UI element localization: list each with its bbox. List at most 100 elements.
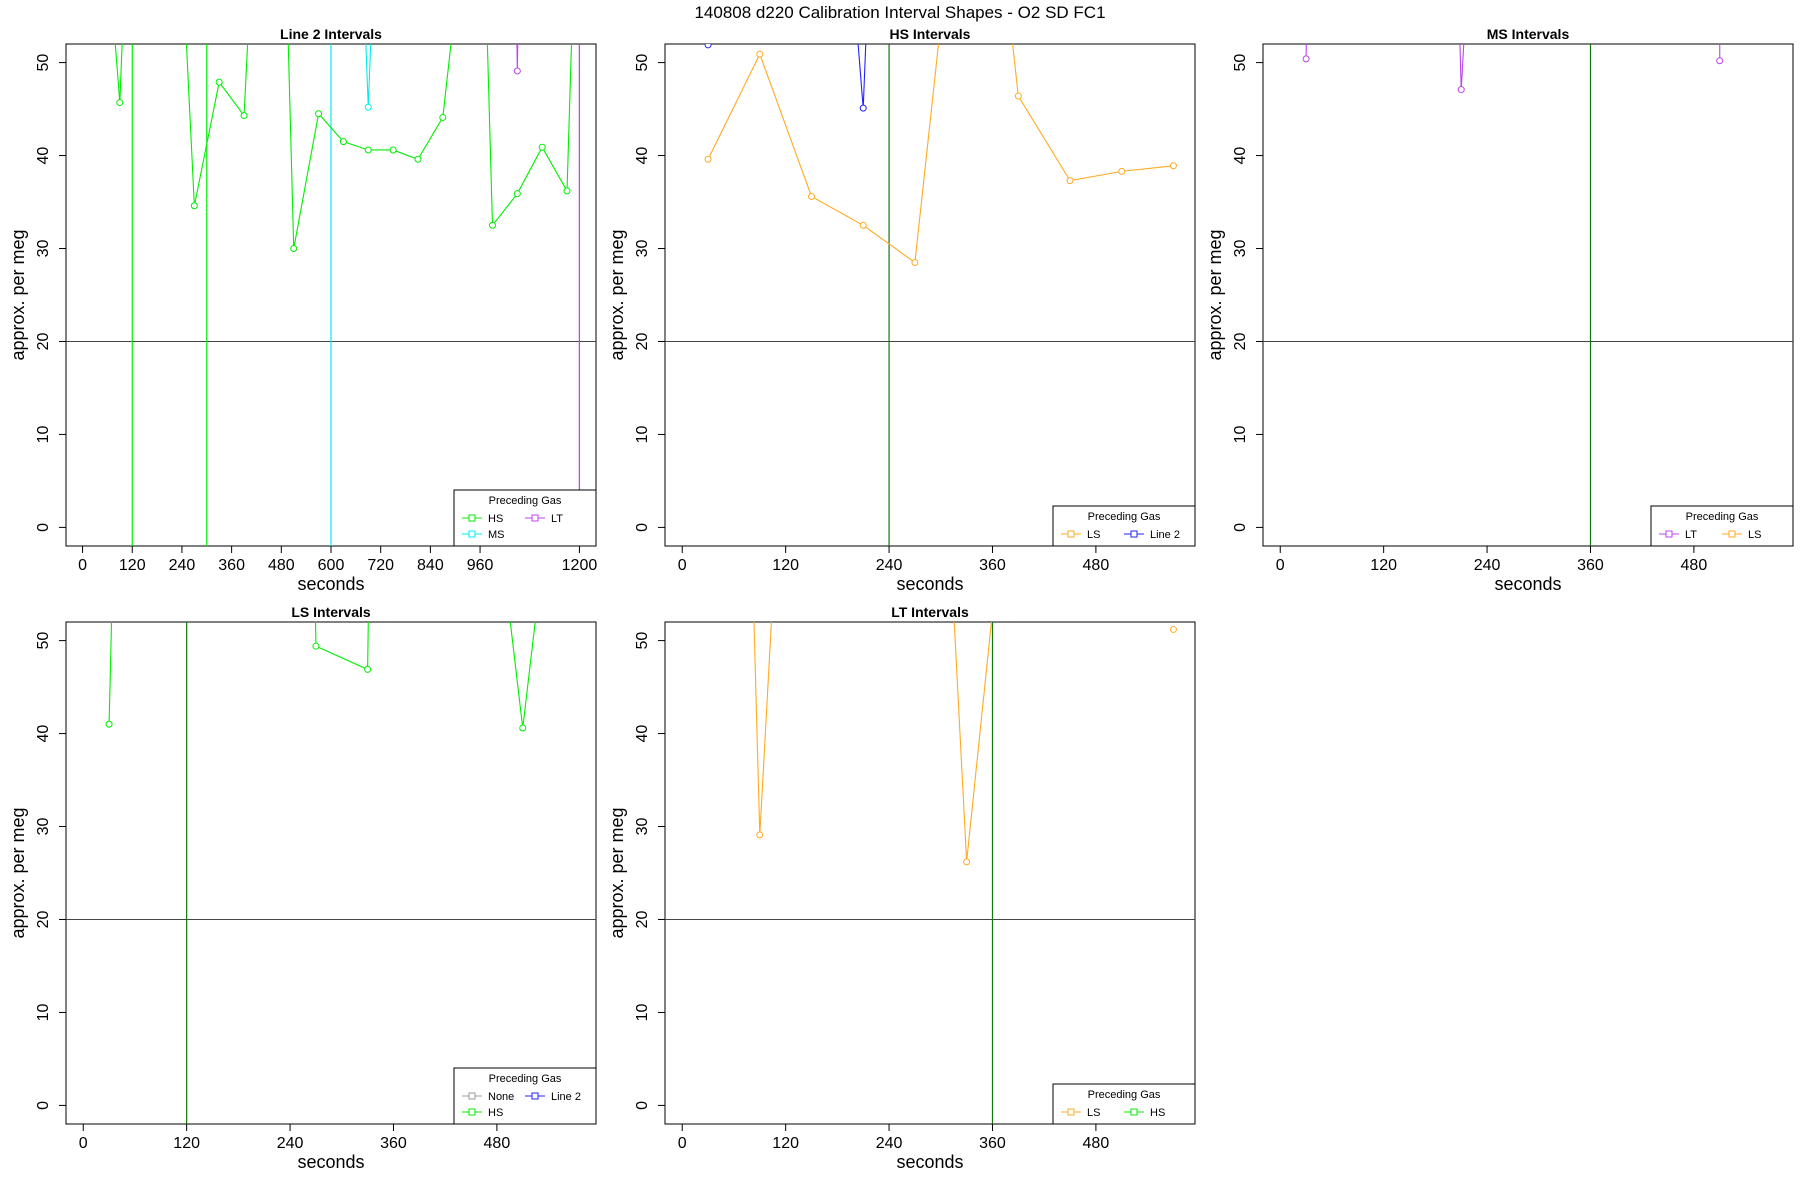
y-tick-label: 0 (35, 1101, 52, 1110)
legend-entry: LT (525, 513, 563, 525)
legend-swatch-marker (1067, 1108, 1075, 1116)
data-point (190, 202, 198, 210)
y-tick-label: 50 (35, 54, 52, 72)
y-tick-label: 20 (35, 332, 52, 350)
series-ls (753, 622, 1177, 866)
legend-entry: HS (462, 513, 503, 525)
legend-swatch-marker (531, 514, 539, 522)
x-tick-label: 1200 (562, 557, 598, 574)
x-tick-label: 0 (79, 1135, 88, 1152)
plot-area (1263, 44, 1793, 546)
legend-entry: HS (462, 1107, 503, 1119)
chart-title: LS Intervals (291, 604, 371, 620)
data-point (389, 146, 397, 154)
x-tick-label: 240 (1474, 557, 1501, 574)
x-axis-label: seconds (297, 574, 364, 594)
data-point (1118, 167, 1126, 175)
x-tick-label: 360 (979, 1135, 1006, 1152)
data-point (513, 67, 521, 75)
data-point (364, 103, 372, 111)
chart-panel: Line 2 Intervals 0 120 240 360 480 600 720 840 96… (8, 26, 598, 594)
y-axis-label: approx. per meg (8, 229, 28, 360)
x-axis: 0 120 240 360 480 seconds (79, 1123, 511, 1172)
data-point (704, 44, 712, 49)
data-point (911, 258, 919, 266)
chart-title: MS Intervals (1487, 26, 1570, 42)
x-tick-label: 480 (484, 1135, 511, 1152)
chart-title: LT Intervals (891, 604, 969, 620)
x-tick-label: 360 (380, 1135, 407, 1152)
data-point (1302, 55, 1310, 63)
plot-area (66, 44, 596, 546)
data-point (364, 146, 372, 154)
series-line (365, 44, 372, 108)
x-axis-label: seconds (297, 1152, 364, 1172)
data-point (315, 110, 323, 118)
y-axis-label: approx. per meg (8, 807, 28, 938)
legend-entry: Line 2 (1124, 529, 1180, 541)
x-tick-label: 0 (678, 1135, 687, 1152)
data-point (240, 112, 248, 120)
data-point (513, 190, 521, 198)
series-line-2 (704, 44, 867, 112)
legend-label: LS (1087, 529, 1100, 541)
legend-swatch-marker (1728, 530, 1736, 538)
data-point (1014, 92, 1022, 100)
data-point (290, 245, 298, 253)
legend-swatch-marker (1130, 1108, 1138, 1116)
y-tick-label: 50 (1232, 54, 1249, 72)
legend-label: LS (1748, 529, 1761, 541)
y-axis: 0 10 20 30 40 50 approx. per meg (607, 54, 666, 532)
x-tick-label: 120 (1370, 557, 1397, 574)
chart-title: Line 2 Intervals (280, 26, 382, 42)
chart-panel: MS Intervals 0 120 240 360 480 seconds 0 10 20 30 4… (1205, 26, 1794, 594)
data-point (414, 155, 422, 163)
data-point (439, 113, 447, 121)
series-line (185, 44, 249, 206)
plot-area (665, 44, 1195, 546)
legend-entry: LS (1061, 529, 1100, 541)
legend-title: Preceding Gas (1686, 511, 1759, 523)
plot-frame (65, 621, 597, 1125)
plot-area (665, 622, 1195, 1124)
y-tick-label: 20 (1232, 332, 1249, 350)
data-point (519, 724, 527, 732)
x-tick-label: 600 (318, 557, 345, 574)
data-point (1716, 57, 1724, 65)
legend-swatch-marker (468, 514, 476, 522)
legend-title: Preceding Gas (1088, 1089, 1161, 1101)
data-point (563, 187, 571, 195)
legend-swatch-marker (468, 1108, 476, 1116)
x-tick-label: 840 (417, 557, 444, 574)
data-point (312, 642, 320, 650)
x-tick-label: 240 (277, 1135, 304, 1152)
x-axis-label: seconds (896, 1152, 963, 1172)
y-tick-label: 20 (634, 332, 651, 350)
legend-label: HS (488, 513, 503, 525)
data-point (756, 831, 764, 839)
legend-swatch-marker (1067, 530, 1075, 538)
x-axis: 0 120 240 360 480 seconds (678, 1123, 1109, 1172)
plot-frame (664, 621, 1196, 1125)
series-ms (364, 44, 372, 111)
x-tick-label: 480 (1083, 557, 1110, 574)
y-tick-label: 50 (634, 632, 651, 650)
legend-label: HS (488, 1107, 503, 1119)
series-line (486, 44, 573, 227)
chart-title: HS Intervals (890, 26, 971, 42)
legend-box (1052, 1083, 1196, 1125)
y-tick-label: 10 (35, 1003, 52, 1021)
x-tick-label: 360 (1577, 557, 1604, 574)
series-lt (513, 44, 583, 546)
x-tick-label: 720 (367, 557, 394, 574)
series-line (114, 44, 123, 103)
data-point (1457, 86, 1465, 94)
series-line (315, 622, 369, 671)
data-point (215, 78, 223, 86)
y-tick-label: 0 (1232, 523, 1249, 532)
data-point (756, 50, 764, 58)
data-point (538, 143, 546, 151)
x-tick-label: 0 (78, 557, 87, 574)
x-axis-label: seconds (896, 574, 963, 594)
plot-area (66, 622, 596, 1124)
